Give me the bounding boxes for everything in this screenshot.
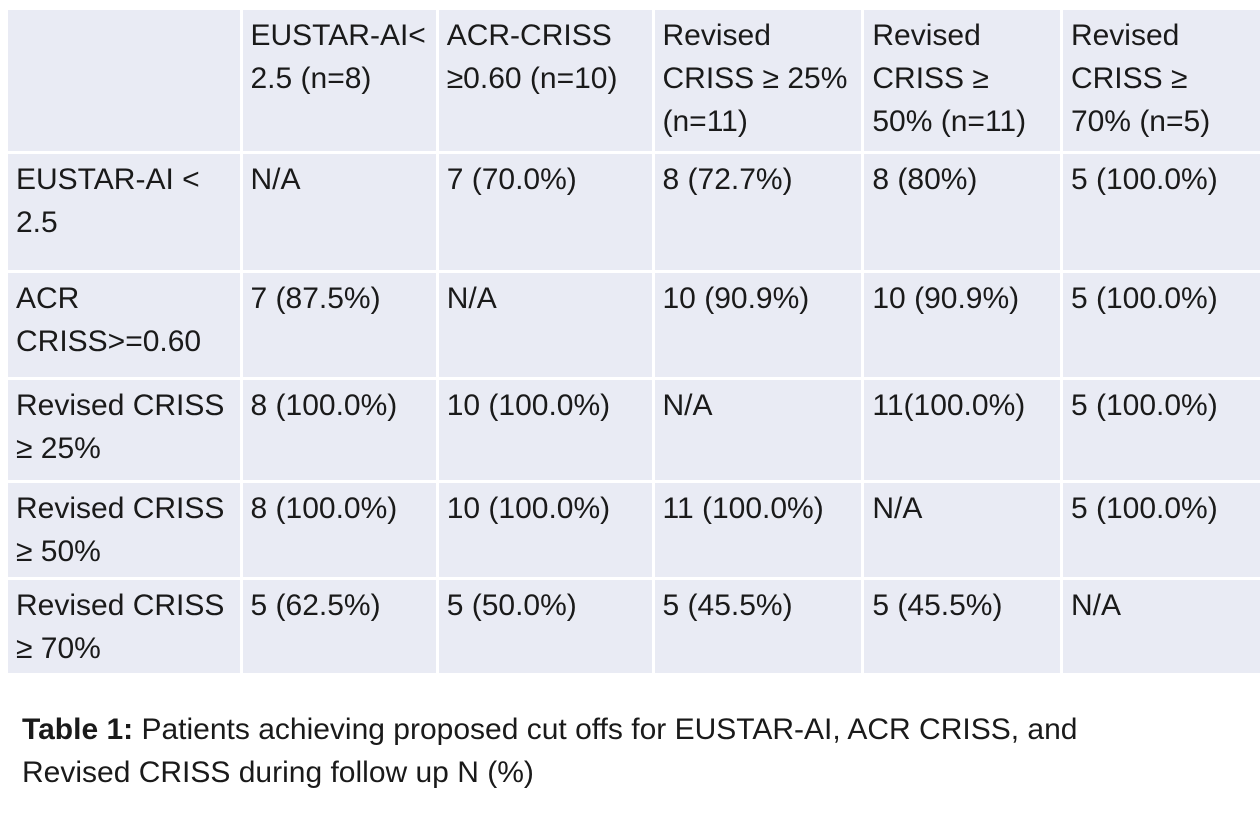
row-label-cell: Revised CRISS ≥ 50% — [8, 483, 240, 577]
table-cell: 5 (50.0%) — [438, 580, 652, 673]
table-row: EUSTAR-AI < 2.5 N/A 7 (70.0%) 8 (72.7%) … — [8, 154, 1260, 270]
table-cell: 8 (100.0%) — [242, 380, 436, 480]
header-cell-acr-criss: ACR-CRISS ≥0.60 (n=10) — [438, 10, 652, 151]
table-cell: 8 (100.0%) — [242, 483, 436, 577]
row-label-cell: ACR CRISS>=0.60 — [8, 273, 240, 377]
row-label-cell: Revised CRISS ≥ 25% — [8, 380, 240, 480]
table-cell: 5 (45.5%) — [654, 580, 862, 673]
table-cell: 8 (80%) — [864, 154, 1060, 270]
table-cell: 5 (100.0%) — [1062, 380, 1260, 480]
caption-label: Table 1: — [22, 713, 134, 746]
row-label-cell: Revised CRISS ≥ 70% — [8, 580, 240, 673]
table-cell: 7 (87.5%) — [242, 273, 436, 377]
results-table: EUSTAR-AI< 2.5 (n=8) ACR-CRISS ≥0.60 (n=… — [5, 7, 1260, 676]
table-cell: N/A — [1062, 580, 1260, 673]
table-caption: Table 1: Patients achieving proposed cut… — [22, 708, 1122, 794]
table-row: Revised CRISS ≥ 70% 5 (62.5%) 5 (50.0%) … — [8, 580, 1260, 673]
table-cell: 10 (100.0%) — [438, 483, 652, 577]
table-header-row: EUSTAR-AI< 2.5 (n=8) ACR-CRISS ≥0.60 (n=… — [8, 10, 1260, 151]
header-cell-revised-criss-25: Revised CRISS ≥ 25% (n=11) — [654, 10, 862, 151]
table-cell: 8 (72.7%) — [654, 154, 862, 270]
table-cell: 10 (90.9%) — [654, 273, 862, 377]
header-cell-revised-criss-70: Revised CRISS ≥ 70% (n=5) — [1062, 10, 1260, 151]
table-row: ACR CRISS>=0.60 7 (87.5%) N/A 10 (90.9%)… — [8, 273, 1260, 377]
table-cell: 5 (45.5%) — [864, 580, 1060, 673]
table-row: Revised CRISS ≥ 50% 8 (100.0%) 10 (100.0… — [8, 483, 1260, 577]
table-cell: 11(100.0%) — [864, 380, 1060, 480]
table-cell: 10 (100.0%) — [438, 380, 652, 480]
table-cell: N/A — [864, 483, 1060, 577]
table-row: Revised CRISS ≥ 25% 8 (100.0%) 10 (100.0… — [8, 380, 1260, 480]
table-cell: 5 (100.0%) — [1062, 483, 1260, 577]
table-cell: 10 (90.9%) — [864, 273, 1060, 377]
table-cell: 11 (100.0%) — [654, 483, 862, 577]
table-cell: 5 (62.5%) — [242, 580, 436, 673]
table-cell: N/A — [242, 154, 436, 270]
header-cell-eustar-ai: EUSTAR-AI< 2.5 (n=8) — [242, 10, 436, 151]
header-cell-empty — [8, 10, 240, 151]
row-label-cell: EUSTAR-AI < 2.5 — [8, 154, 240, 270]
table-cell: N/A — [654, 380, 862, 480]
header-cell-revised-criss-50: Revised CRISS ≥ 50% (n=11) — [864, 10, 1060, 151]
table-cell: 7 (70.0%) — [438, 154, 652, 270]
table-cell: N/A — [438, 273, 652, 377]
table-cell: 5 (100.0%) — [1062, 273, 1260, 377]
caption-text: Patients achieving proposed cut offs for… — [22, 713, 1078, 789]
table-cell: 5 (100.0%) — [1062, 154, 1260, 270]
